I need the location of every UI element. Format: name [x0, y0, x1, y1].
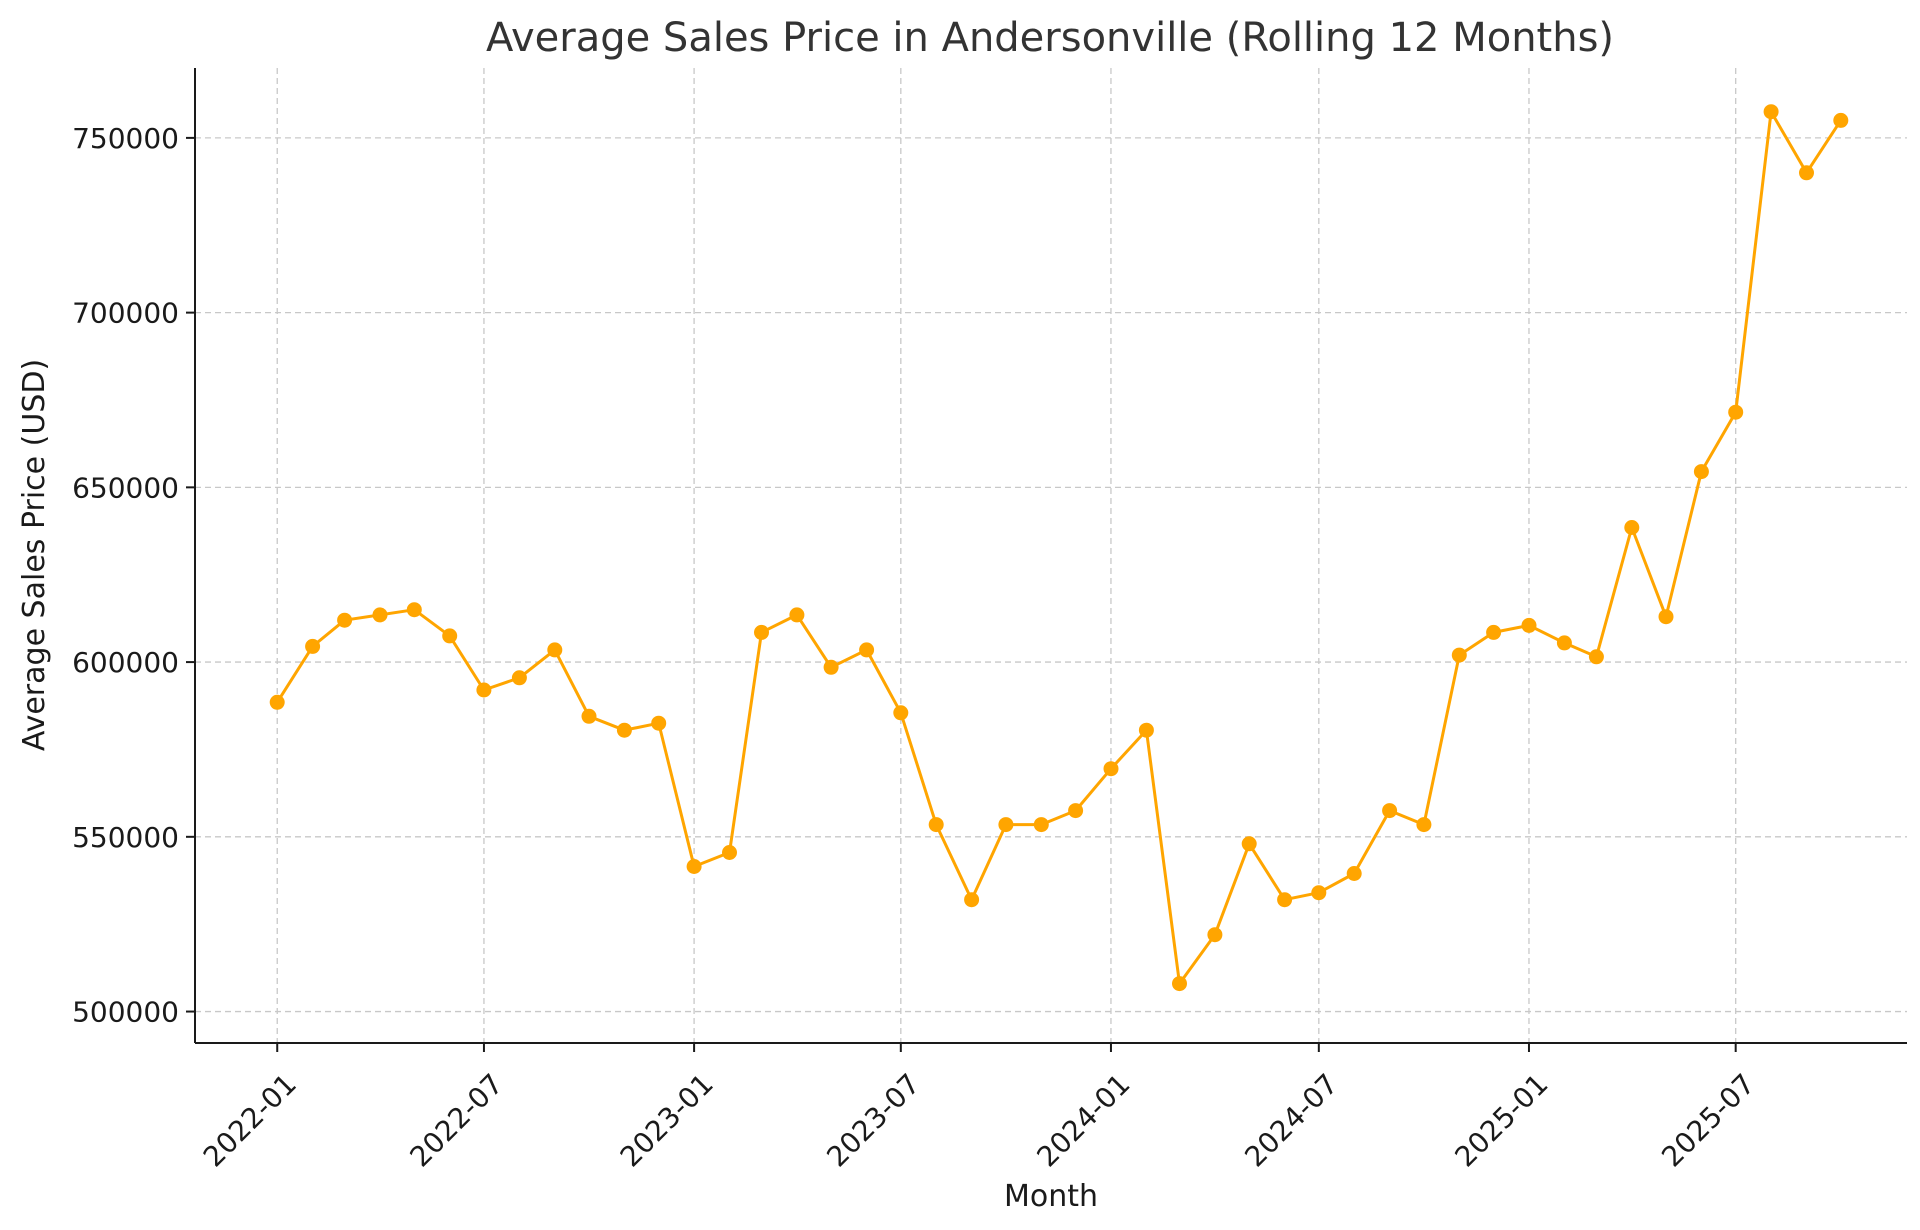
data-point-2024-11	[1451, 647, 1467, 663]
data-point-2024-06	[1277, 892, 1293, 908]
data-point-2023-04	[789, 607, 805, 623]
data-point-2023-03	[754, 624, 769, 640]
data-point-2024-05	[1241, 836, 1257, 852]
x-ticks: 2022-01 2022-07 2023-01 2023-07 2024-01 2024-…	[197, 1043, 1761, 1173]
y-tick-label-0: 500000	[72, 996, 179, 1029]
data-point-2022-10	[581, 708, 597, 724]
x-tick-label-4: 2024-01	[1031, 1067, 1137, 1173]
data-point-2023-09	[964, 892, 980, 908]
data-point-2025-03	[1588, 649, 1604, 665]
data-point-2025-05	[1658, 609, 1674, 625]
y-tick-label-1: 550000	[72, 821, 179, 854]
data-point-2022-05	[406, 602, 422, 618]
data-point-2024-10	[1416, 817, 1432, 833]
data-point-2023-06	[859, 642, 875, 658]
data-point-2024-03	[1172, 976, 1187, 992]
data-point-2022-11	[616, 722, 632, 738]
data-point-2025-07	[1728, 404, 1744, 420]
grid-lines	[195, 68, 1907, 1043]
data-point-2023-07	[893, 705, 909, 721]
data-point-2022-09	[547, 642, 563, 658]
x-axis-label: Month	[1004, 1179, 1098, 1214]
data-point-2022-03	[337, 612, 353, 628]
data-point-2024-01	[1103, 761, 1119, 777]
data-point-2022-04	[372, 607, 388, 623]
data-point-2022-08	[511, 670, 527, 686]
data-point-2025-10	[1833, 112, 1849, 128]
data-point-2025-06	[1693, 464, 1709, 480]
data-point-2023-11	[1033, 817, 1049, 833]
data-point-2022-06	[442, 628, 458, 644]
data-point-2025-04	[1624, 520, 1640, 535]
data-point-2023-08	[928, 817, 944, 833]
y-ticks: 500000 550000 600000 650000 700000 750000	[72, 122, 195, 1029]
data-point-2024-07	[1311, 885, 1327, 901]
data-point-2024-09	[1382, 803, 1398, 819]
y-axis-label: Average Sales Price (USD)	[17, 359, 52, 751]
y-tick-label-5: 750000	[72, 122, 179, 155]
data-point-2025-08	[1763, 104, 1779, 120]
data-point-2023-12	[1068, 803, 1084, 819]
series-line	[275, 110, 1843, 986]
data-point-2024-02	[1138, 722, 1154, 738]
x-tick-label-6: 2025-01	[1449, 1067, 1555, 1173]
x-tick-label-0: 2022-01	[197, 1067, 303, 1173]
x-tick-label-5: 2024-07	[1238, 1067, 1344, 1173]
y-tick-label-2: 600000	[72, 646, 179, 679]
data-point-2022-07	[476, 682, 492, 698]
data-point-2025-09	[1799, 165, 1814, 181]
data-point-2023-10	[998, 817, 1014, 833]
data-points	[269, 104, 1849, 992]
x-tick-label-3: 2023-07	[820, 1067, 926, 1173]
series-line-layer	[275, 110, 1843, 986]
data-point-2024-12	[1486, 624, 1502, 640]
data-point-2023-02	[722, 845, 737, 860]
data-point-2023-01	[686, 859, 702, 874]
data-point-2025-02	[1556, 635, 1572, 651]
data-point-2025-01	[1521, 617, 1537, 633]
x-tick-label-2: 2023-01	[614, 1067, 720, 1173]
data-point-2022-02	[305, 638, 321, 654]
x-tick-label-1: 2022-07	[404, 1067, 510, 1173]
data-point-2023-05	[823, 659, 839, 675]
chart-title: Average Sales Price in Andersonville (Ro…	[486, 15, 1614, 61]
data-point-2024-04	[1207, 927, 1223, 943]
y-tick-label-3: 650000	[72, 471, 179, 504]
x-tick-label-7: 2025-07	[1655, 1067, 1761, 1173]
y-tick-label-4: 700000	[72, 297, 179, 330]
data-point-2022-12	[651, 715, 667, 731]
axes	[194, 68, 1907, 1044]
data-point-2022-01	[269, 694, 285, 710]
data-point-2024-08	[1346, 866, 1362, 881]
